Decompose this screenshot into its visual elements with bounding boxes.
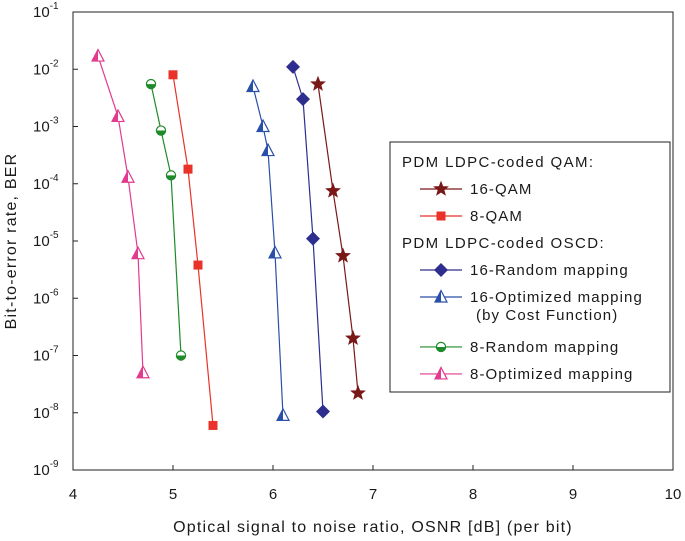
y-tick-label: 10-1 <box>33 1 59 21</box>
y-tick-label: 10-6 <box>33 287 59 307</box>
x-tick-label: 7 <box>369 486 377 503</box>
series-line <box>172 74 214 426</box>
legend-label: 8-QAM <box>470 208 523 225</box>
x-tick-label: 10 <box>665 486 682 503</box>
data-point <box>136 364 150 379</box>
series-2 <box>286 59 330 419</box>
x-tick-label: 6 <box>269 486 277 503</box>
legend-label: 8-Optimized mapping <box>470 366 633 383</box>
legend-marker <box>433 180 449 196</box>
data-point <box>310 75 326 91</box>
data-point <box>168 70 178 80</box>
x-tick-label: 8 <box>469 486 477 503</box>
data-point <box>183 164 193 174</box>
legend-marker <box>434 366 448 380</box>
y-tick-label: 10-2 <box>33 58 59 78</box>
legend-label-line2: (by Cost Function) <box>476 307 618 324</box>
data-point <box>155 125 167 136</box>
data-point <box>306 231 320 246</box>
legend-label: 8-Random mapping <box>470 339 619 356</box>
series-line <box>292 66 324 412</box>
series-0 <box>310 75 366 400</box>
data-point <box>131 245 145 260</box>
data-point <box>261 142 275 157</box>
legend-marker <box>434 263 448 277</box>
y-tick-label: 10-3 <box>33 116 59 136</box>
legend-marker <box>436 211 446 221</box>
data-point <box>111 108 125 123</box>
series-1 <box>168 70 218 430</box>
legend-marker <box>434 289 448 303</box>
data-point <box>335 247 351 263</box>
data-point <box>256 118 270 133</box>
data-point <box>246 78 260 93</box>
y-tick-label: 10-5 <box>33 230 59 250</box>
legend-group-header: PDM LDPC-coded OSCD: <box>402 235 605 252</box>
series-line <box>150 83 182 356</box>
axis-ticks: 4 5 6 7 8 9 10 10-1 10-2 10-3 10-4 10-5 10-6 10-7 10-8… <box>33 1 681 503</box>
legend-group-header: PDM LDPC-coded QAM: <box>402 154 594 171</box>
legend-label: 16-QAM <box>470 181 532 198</box>
data-point <box>193 260 203 270</box>
data-point <box>208 420 218 430</box>
series-3 <box>246 78 290 421</box>
data-point <box>276 407 290 421</box>
series-4 <box>145 78 187 361</box>
data-point <box>121 169 135 183</box>
data-point <box>345 329 361 346</box>
data-point <box>350 384 366 400</box>
legend-label: 16-Random mapping <box>470 262 629 279</box>
y-tick-label: 10-7 <box>33 345 59 365</box>
legend-box <box>389 141 671 393</box>
data-point <box>145 78 157 90</box>
y-axis-label: Bit-to-error rate, BER <box>3 153 20 330</box>
data-point <box>91 48 105 62</box>
y-tick-label: 10-4 <box>33 173 59 193</box>
series-5 <box>91 48 150 379</box>
legend-label: 16-Optimized mapping <box>470 289 643 306</box>
x-tick-label: 4 <box>69 486 77 503</box>
y-tick-label: 10-9 <box>33 459 59 479</box>
legend: PDM LDPC-coded QAM: 16-QAM 8-QAM PDM LDPC-c… <box>389 141 671 393</box>
x-tick-label: 5 <box>169 486 177 503</box>
data-point <box>175 350 187 361</box>
data-point <box>268 245 282 259</box>
data-point <box>165 170 177 181</box>
y-tick-label: 10-8 <box>33 402 59 422</box>
data-point <box>296 92 310 107</box>
x-tick-label: 9 <box>569 486 577 503</box>
data-point <box>286 59 300 74</box>
series-layer <box>91 48 366 430</box>
legend-marker <box>435 341 447 353</box>
x-axis-label: Optical signal to noise ratio, OSNR [dB]… <box>173 519 573 536</box>
data-point <box>325 182 341 198</box>
data-point <box>316 404 330 419</box>
